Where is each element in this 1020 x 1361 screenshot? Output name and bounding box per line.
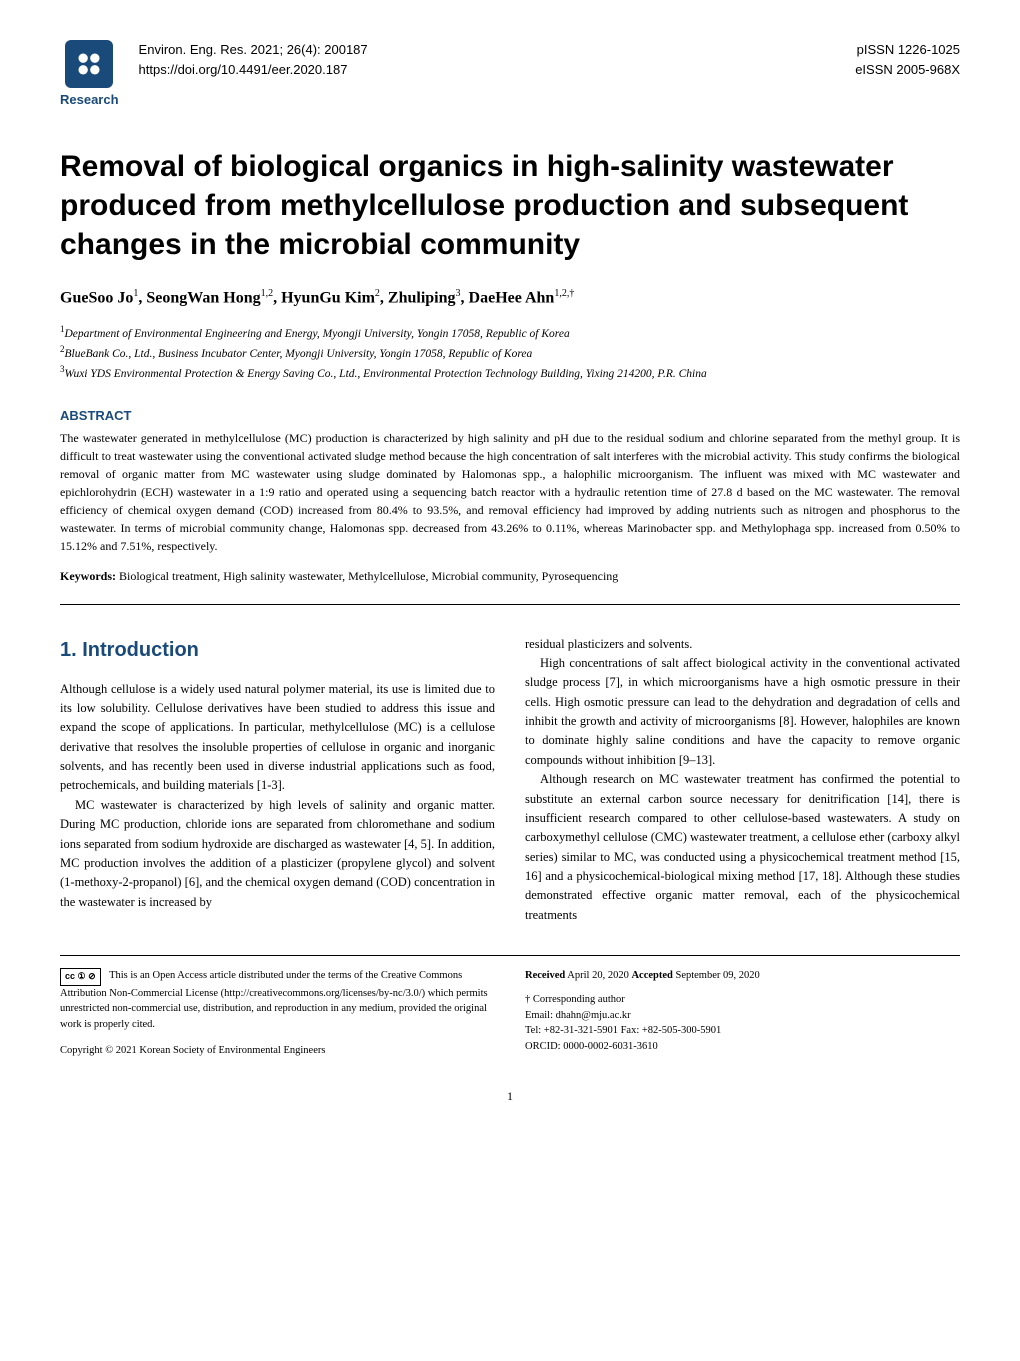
- author-orcid: ORCID: 0000-0002-6031-3610: [525, 1039, 960, 1055]
- corresponding-author: † Corresponding author: [525, 992, 960, 1008]
- eissn: eISSN 2005-968X: [855, 60, 960, 80]
- body-columns: 1. Introduction Although cellulose is a …: [60, 635, 960, 926]
- page-number: 1: [60, 1089, 960, 1104]
- affiliation-line: 1Department of Environmental Engineering…: [60, 323, 960, 343]
- keywords-line: Keywords: Biological treatment, High sal…: [60, 569, 960, 584]
- divider-line: [60, 604, 960, 605]
- logo-icon: [65, 40, 113, 88]
- journal-header: Research Environ. Eng. Res. 2021; 26(4):…: [60, 40, 960, 107]
- footer-row: cc ① ⊘ This is an Open Access article di…: [60, 955, 960, 1059]
- body-paragraph: MC wastewater is characterized by high l…: [60, 796, 495, 912]
- affiliations-block: 1Department of Environmental Engineering…: [60, 323, 960, 383]
- journal-doi: https://doi.org/10.4491/eer.2020.187: [139, 60, 856, 80]
- logo-label: Research: [60, 92, 119, 107]
- body-paragraph: Although cellulose is a widely used natu…: [60, 680, 495, 796]
- flask-icon: [75, 50, 103, 78]
- section-1-heading: 1. Introduction: [60, 635, 495, 666]
- footer-right: Received April 20, 2020 Accepted Septemb…: [525, 968, 960, 1059]
- right-column: residual plasticizers and solvents.High …: [525, 635, 960, 926]
- issn-block: pISSN 1226-1025 eISSN 2005-968X: [855, 40, 960, 79]
- keywords-value: Biological treatment, High salinity wast…: [119, 569, 618, 583]
- affiliation-line: 3Wuxi YDS Environmental Protection & Ene…: [60, 363, 960, 383]
- author-tel-fax: Tel: +82-31-321-5901 Fax: +82-505-300-59…: [525, 1023, 960, 1039]
- author-email: Email: dhahn@mju.ac.kr: [525, 1008, 960, 1024]
- journal-line1: Environ. Eng. Res. 2021; 26(4): 200187: [139, 40, 856, 60]
- left-column: 1. Introduction Although cellulose is a …: [60, 635, 495, 926]
- abstract-body: The wastewater generated in methylcellul…: [60, 429, 960, 555]
- keywords-label: Keywords:: [60, 569, 116, 583]
- copyright-line: Copyright © 2021 Korean Society of Envir…: [60, 1043, 495, 1059]
- cc-badge-icon: cc ① ⊘: [60, 968, 101, 986]
- journal-logo: Research: [60, 40, 119, 107]
- body-paragraph: residual plasticizers and solvents.: [525, 635, 960, 654]
- license-text: This is an Open Access article distribut…: [60, 970, 488, 1030]
- journal-citation: Environ. Eng. Res. 2021; 26(4): 200187 h…: [139, 40, 856, 79]
- footer-left: cc ① ⊘ This is an Open Access article di…: [60, 968, 495, 1059]
- body-paragraph: High concentrations of salt affect biolo…: [525, 654, 960, 770]
- received-accepted: Received April 20, 2020 Accepted Septemb…: [525, 968, 960, 984]
- pissn: pISSN 1226-1025: [855, 40, 960, 60]
- abstract-heading: ABSTRACT: [60, 408, 960, 423]
- article-title: Removal of biological organics in high-s…: [60, 147, 960, 264]
- affiliation-line: 2BlueBank Co., Ltd., Business Incubator …: [60, 343, 960, 363]
- authors-line: GueSoo Jo1, SeongWan Hong1,2, HyunGu Kim…: [60, 288, 960, 307]
- body-paragraph: Although research on MC wastewater treat…: [525, 770, 960, 925]
